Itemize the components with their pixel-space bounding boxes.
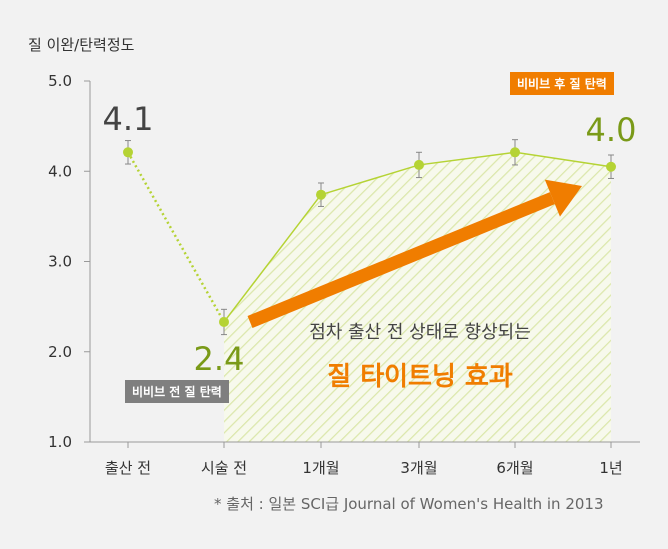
data-label: 4.0 [586, 111, 637, 149]
x-tick-label: 출산 전 [105, 459, 151, 477]
caption-highlight: 질 타이트닝 효과 [327, 362, 513, 392]
caption-subtitle: 점차 출산 전 상태로 향상되는 [309, 322, 531, 343]
data-point [414, 159, 424, 170]
trend-arrow-shaft [247, 192, 555, 329]
caption-box: 점차 출산 전 상태로 향상되는 질 타이트닝 효과 [250, 0, 590, 549]
x-tick-label: 1년 [599, 459, 622, 477]
line-segment-dotted [126, 151, 226, 323]
x-tick-label: 시술 전 [201, 459, 247, 477]
data-point [219, 316, 229, 327]
data-point [510, 147, 520, 158]
y-tick-label: 4.0 [48, 162, 72, 180]
x-tick-label: 6개월 [496, 459, 533, 477]
y-tick-label: 5.0 [48, 72, 72, 90]
badge-after-treatment: 비비브 후 질 탄력 [510, 72, 614, 95]
y-axis-label: 질 이완/탄력정도 [28, 36, 135, 54]
y-tick-label: 2.0 [48, 343, 72, 361]
badge-before-treatment: 비비브 전 질 탄력 [125, 380, 229, 403]
data-point [316, 189, 326, 200]
improvement-area [224, 152, 611, 443]
x-tick-label: 1개월 [302, 459, 339, 477]
data-label: 4.1 [103, 100, 154, 138]
trend-arrow-head [544, 179, 582, 217]
data-point [606, 161, 616, 172]
data-label: 2.4 [194, 340, 245, 378]
y-tick-label: 3.0 [48, 253, 72, 271]
source-note: * 출처 : 일본 SCI급 Journal of Women's Health… [214, 495, 604, 513]
data-point [123, 147, 133, 158]
y-tick-label: 1.0 [48, 433, 72, 451]
x-tick-label: 3개월 [400, 459, 437, 477]
